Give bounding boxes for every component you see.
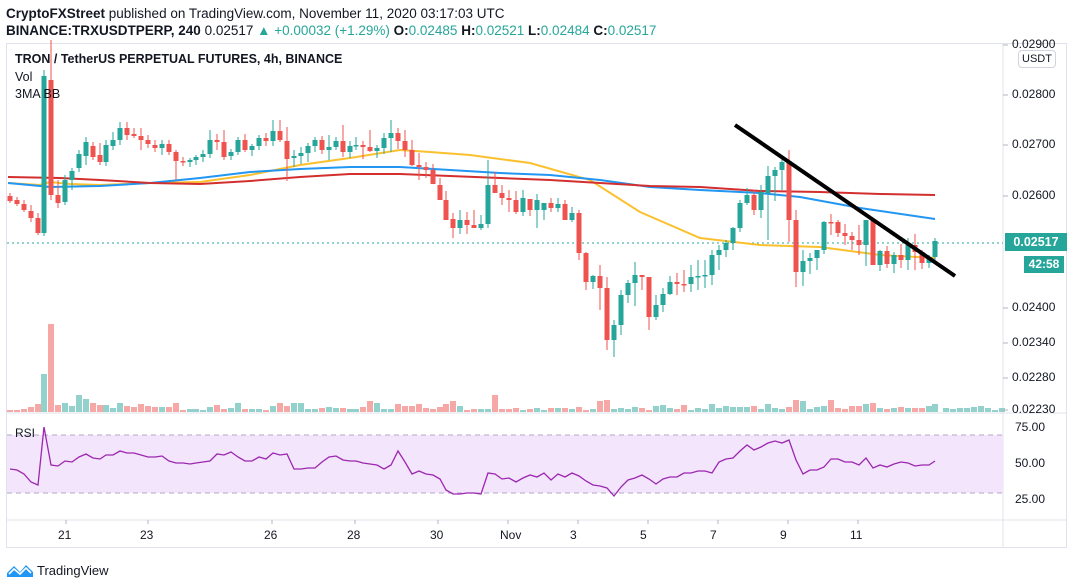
price-tick: 0.02340 — [1012, 335, 1056, 349]
bar-countdown-tag: 42:58 — [1024, 256, 1064, 273]
chart-frame — [6, 43, 1067, 548]
time-tick: Nov — [500, 528, 522, 542]
price-tick: 0.02400 — [1012, 300, 1056, 314]
time-tick: 21 — [58, 528, 72, 542]
high-label: H: — [461, 23, 476, 38]
last-price-tag: 0.02517 — [1005, 233, 1067, 251]
up-arrow-icon: ▲ — [257, 23, 271, 38]
time-tick: 9 — [780, 528, 787, 542]
publisher-name: CryptoFXStreet — [6, 6, 106, 21]
low-value: 0.02484 — [540, 23, 590, 38]
time-tick: 30 — [430, 528, 444, 542]
close-label: C: — [593, 23, 608, 38]
time-tick: 23 — [140, 528, 154, 542]
open-value: 0.02485 — [408, 23, 458, 38]
volume-legend: Vol — [15, 70, 33, 84]
price-tick: 0.02280 — [1012, 370, 1056, 384]
brand-name: TradingView — [37, 562, 109, 578]
price-tick: 0.02230 — [1012, 402, 1056, 416]
publish-info: CryptoFXStreet published on TradingView.… — [6, 6, 505, 21]
rsi-tick: 50.00 — [1015, 456, 1046, 470]
rsi-legend: RSI — [15, 426, 36, 440]
time-tick: 28 — [347, 528, 361, 542]
open-label: O: — [393, 23, 409, 38]
rsi-tick: 25.00 — [1015, 492, 1046, 506]
tradingview-icon — [7, 565, 33, 577]
price-tick: 0.02600 — [1012, 188, 1056, 202]
chart-title: TRON / TetherUS PERPETUAL FUTURES, 4h, B… — [15, 52, 343, 66]
symbol-label: BINANCE:TRXUSDTPERP, 240 — [6, 23, 201, 38]
tradingview-logo[interactable]: TradingView — [6, 562, 109, 578]
price-tick: 0.02900 — [1012, 37, 1056, 51]
symbol-info: BINANCE:TRXUSDTPERP, 240 0.02517 ▲ +0.00… — [6, 23, 656, 38]
time-tick: 11 — [850, 528, 863, 542]
time-tick: 26 — [264, 528, 278, 542]
low-label: L: — [528, 23, 541, 38]
currency-button[interactable]: USDT — [1018, 50, 1056, 68]
last-price: 0.02517 — [204, 23, 254, 38]
rsi-tick: 75.00 — [1015, 420, 1046, 434]
price-tick: 0.02800 — [1012, 87, 1056, 101]
price-tick: 0.02700 — [1012, 137, 1056, 151]
bollinger-legend: 3MA BB — [15, 87, 61, 101]
close-value: 0.02517 — [607, 23, 657, 38]
high-value: 0.02521 — [475, 23, 525, 38]
time-tick: 7 — [710, 528, 717, 542]
time-tick: 5 — [640, 528, 647, 542]
price-change: +0.00032 (+1.29%) — [274, 23, 390, 38]
published-text: published on TradingView.com, November 1… — [108, 6, 505, 21]
time-tick: 3 — [570, 528, 577, 542]
